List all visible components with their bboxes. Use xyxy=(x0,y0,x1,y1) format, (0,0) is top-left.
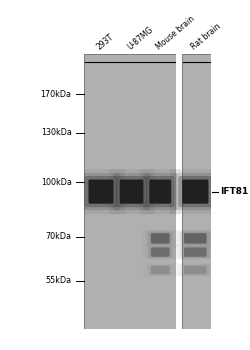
FancyBboxPatch shape xyxy=(85,176,117,207)
FancyBboxPatch shape xyxy=(148,265,172,275)
FancyBboxPatch shape xyxy=(81,173,120,210)
FancyBboxPatch shape xyxy=(178,264,213,276)
Text: 55kDa: 55kDa xyxy=(46,276,72,285)
FancyBboxPatch shape xyxy=(146,264,175,276)
Text: IFT81: IFT81 xyxy=(220,187,248,196)
FancyBboxPatch shape xyxy=(116,176,147,207)
FancyBboxPatch shape xyxy=(120,180,144,204)
Text: 100kDa: 100kDa xyxy=(41,177,72,187)
FancyBboxPatch shape xyxy=(88,180,114,204)
FancyBboxPatch shape xyxy=(151,247,170,257)
FancyBboxPatch shape xyxy=(181,232,210,245)
FancyBboxPatch shape xyxy=(184,247,207,257)
FancyBboxPatch shape xyxy=(175,173,216,210)
FancyBboxPatch shape xyxy=(108,169,154,214)
FancyBboxPatch shape xyxy=(182,180,208,204)
FancyBboxPatch shape xyxy=(178,176,212,207)
FancyBboxPatch shape xyxy=(184,266,207,274)
Text: U-87MG: U-87MG xyxy=(126,25,155,51)
FancyBboxPatch shape xyxy=(146,231,175,246)
FancyBboxPatch shape xyxy=(178,231,213,246)
Text: Mouse brain: Mouse brain xyxy=(154,14,196,51)
FancyBboxPatch shape xyxy=(113,173,150,210)
FancyBboxPatch shape xyxy=(148,232,172,245)
Bar xyxy=(182,54,211,329)
FancyBboxPatch shape xyxy=(149,180,171,204)
FancyBboxPatch shape xyxy=(77,169,125,214)
Text: 170kDa: 170kDa xyxy=(40,90,72,99)
FancyBboxPatch shape xyxy=(184,233,207,244)
FancyBboxPatch shape xyxy=(151,266,170,274)
Bar xyxy=(176,54,182,329)
FancyBboxPatch shape xyxy=(148,246,172,258)
FancyBboxPatch shape xyxy=(170,169,221,214)
FancyBboxPatch shape xyxy=(181,265,210,275)
Text: 293T: 293T xyxy=(95,33,116,51)
FancyBboxPatch shape xyxy=(151,233,170,244)
Text: 130kDa: 130kDa xyxy=(41,128,72,137)
FancyBboxPatch shape xyxy=(178,245,213,259)
Text: Rat brain: Rat brain xyxy=(190,22,222,51)
Bar xyxy=(84,54,176,329)
Text: 70kDa: 70kDa xyxy=(46,232,72,241)
FancyBboxPatch shape xyxy=(139,169,181,214)
FancyBboxPatch shape xyxy=(146,245,175,259)
FancyBboxPatch shape xyxy=(146,176,174,207)
FancyBboxPatch shape xyxy=(143,173,177,210)
FancyBboxPatch shape xyxy=(181,246,210,258)
